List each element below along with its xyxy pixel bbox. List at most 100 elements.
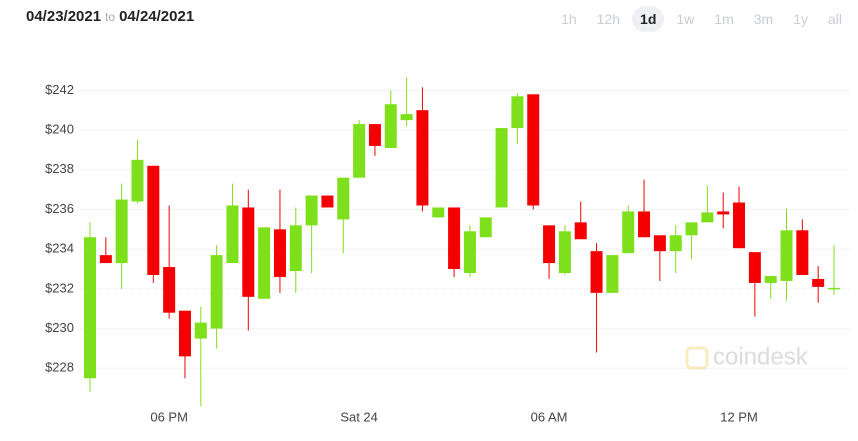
zoom-button[interactable]: 12h [596,11,621,27]
candle [147,165,160,283]
candle-body [653,235,666,252]
candle-body [400,114,413,121]
y-tick-label: $240 [45,121,74,136]
y-tick-label: $228 [45,360,74,375]
watermark-icon [685,346,709,370]
candle [400,77,413,127]
candle [653,235,666,281]
to-date: 04/24/2021 [119,8,195,25]
y-tick-label: $234 [45,241,74,256]
candle-body [622,211,635,254]
zoom-button[interactable]: 3m [753,11,774,27]
watermark: coindesk [713,343,809,370]
candle [337,177,350,254]
candle [305,195,318,273]
y-tick-label: $238 [45,161,74,176]
candle-body [701,212,714,223]
candle [84,222,96,393]
y-tick-label: $242 [45,82,74,97]
candle-body [84,237,96,379]
candle-body [258,227,271,299]
grid [80,89,850,369]
candle [717,192,730,229]
candle [685,222,698,260]
candle [115,183,128,289]
zoom-button[interactable]: 1y [793,11,808,27]
candle-body [669,235,682,252]
candle-body [131,159,144,202]
candle [764,275,777,299]
candle [574,201,587,240]
zoom-button[interactable]: all [827,11,842,27]
candle [669,225,682,273]
candle [432,207,445,218]
candle [606,255,619,293]
zoom-button[interactable]: 1w [676,11,695,27]
candle-body [99,255,112,264]
candle-body [606,255,619,293]
candle-body [511,96,524,129]
candle [622,205,635,254]
candle-body [717,211,730,215]
x-tick-label: 06 PM [150,409,188,424]
candle-body [353,124,366,178]
candle-body [796,230,809,275]
candle-body [463,231,476,273]
candle-body [163,267,176,313]
candle-body [495,128,508,208]
candle-body [780,230,793,281]
candle-body [448,207,461,270]
candle [384,90,397,148]
candle-body [321,195,334,208]
candle [796,219,809,275]
candle-body [384,104,397,148]
x-tick-label: Sat 24 [340,409,378,424]
zoom-button[interactable]: 1m [714,11,734,27]
candle [321,195,334,208]
candle [748,252,761,317]
candle-body [764,275,777,283]
candle [273,189,286,293]
candle [416,87,429,212]
candle [828,245,841,295]
candle-body [828,287,841,290]
candle-body [558,231,571,273]
candle [527,94,540,210]
candle-body [638,211,651,238]
candle [131,139,144,204]
candle [638,179,651,238]
y-tick-label: $232 [45,280,74,295]
candle-body [226,205,239,264]
zoom-button[interactable]: 1h [561,11,577,27]
watermark-logo: coindesk [685,343,809,370]
candle [448,207,461,277]
candle-body [305,195,318,226]
candle [258,227,271,299]
y-tick-label: $230 [45,320,74,335]
candle [701,185,714,223]
candle [812,266,825,303]
candle-body [479,217,492,238]
candle [463,225,476,277]
date-range: 04/23/2021 to 04/24/2021 [26,8,194,25]
candle [226,183,239,264]
candle [353,120,366,178]
range-separator: to [105,10,116,24]
candle-body [590,251,603,293]
candle-body [194,322,207,339]
candle-body [210,255,223,329]
candle-body [178,310,191,357]
zoom-button[interactable]: 1d [632,6,665,32]
from-date: 04/23/2021 [26,8,102,25]
candle-body [147,165,160,275]
candle [780,208,793,301]
candle-body [368,124,381,146]
candle-body [543,225,556,264]
candle [558,225,571,275]
candle [590,243,603,353]
candle-body [289,225,302,272]
candle-body [748,252,761,283]
candle [99,237,112,264]
y-tick-label: $236 [45,201,74,216]
